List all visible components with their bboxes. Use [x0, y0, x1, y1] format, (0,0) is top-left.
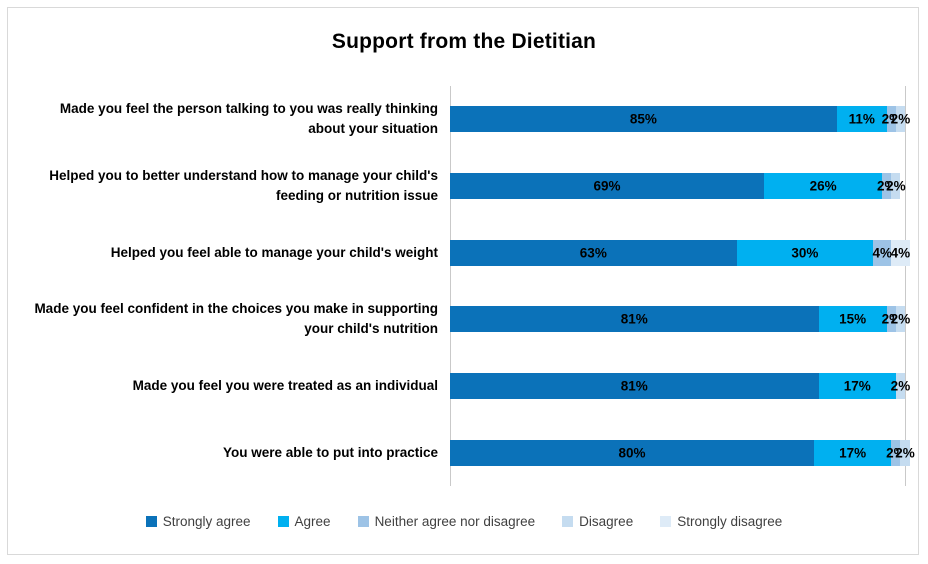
data-label: 2%	[890, 378, 911, 394]
bar-segment-agree: 30%	[736, 239, 874, 266]
category-label: Helped you to better understand how to m…	[49, 167, 438, 203]
plot-area: Made you feel the person talking to you …	[0, 86, 928, 486]
bar-track: 81% 15% 2% 2%	[450, 306, 910, 333]
bar-segment-disagree: 2%	[891, 373, 910, 400]
data-label: 2%	[890, 311, 911, 327]
legend-item: Strongly agree	[145, 513, 251, 529]
chart-row: Made you feel the person talking to you …	[0, 86, 928, 153]
bar-segment-strongly-agree: 85%	[450, 106, 837, 133]
bar-segment-disagree: 2%	[891, 106, 910, 133]
legend-item: Agree	[277, 513, 331, 529]
bar-segment-strongly-disagree: 4%	[890, 239, 911, 266]
bar-segment-strongly-agree: 81%	[450, 306, 819, 333]
category-axis-line	[450, 86, 451, 486]
bar-segment-strongly-agree: 63%	[450, 239, 737, 266]
data-label: 85%	[629, 111, 657, 127]
bar-segment-strongly-agree: 80%	[450, 439, 814, 466]
chart-row: Made you feel you were treated as an ind…	[0, 353, 928, 420]
data-label: 81%	[620, 311, 648, 327]
legend-item: Disagree	[562, 514, 633, 529]
right-boundary-line	[905, 86, 906, 486]
category-label: Made you feel the person talking to you …	[59, 101, 438, 137]
bar-segment-disagree: 2%	[886, 173, 906, 199]
legend-item: Strongly disagree	[660, 514, 782, 529]
legend-label: Strongly agree	[162, 513, 251, 529]
category-label: Helped you feel able to manage your chil…	[110, 244, 438, 260]
data-label: 17%	[843, 378, 871, 394]
legend-swatch-strongly-agree	[145, 515, 157, 527]
data-label: 80%	[618, 445, 646, 461]
category-label: Made you feel confident in the choices y…	[34, 301, 438, 337]
data-label: 30%	[791, 245, 819, 261]
bar-segment-strongly-agree: 81%	[450, 373, 819, 400]
legend-swatch-disagree	[562, 515, 574, 527]
bar-segment-agree: 26%	[763, 173, 883, 199]
bar-segment-disagree: 2%	[891, 306, 910, 333]
bar-segment-agree: 11%	[836, 106, 887, 133]
bar-segment-disagree: 2%	[895, 439, 915, 466]
bar-segment-strongly-agree: 69%	[450, 173, 764, 199]
bar-segment-neither-agree-nor-disagree: 4%	[872, 239, 892, 266]
chart-title: Support from the Dietitian	[331, 30, 597, 53]
data-label: 17%	[839, 445, 867, 461]
legend-swatch-neither-agree-nor-disagree	[357, 515, 369, 527]
legend-label: Agree	[294, 513, 331, 529]
data-label: 63%	[579, 245, 607, 261]
bar-segment-agree: 17%	[814, 439, 892, 466]
bar-track: 63% 30% 4% 4%	[450, 239, 910, 266]
chart-row: Made you feel confident in the choices y…	[0, 286, 928, 353]
data-label: 11%	[848, 111, 875, 127]
chart-row: Helped you to better understand how to m…	[0, 153, 928, 220]
bar-segment-agree: 15%	[818, 306, 887, 333]
chart-row: Helped you feel able to manage your chil…	[0, 219, 928, 286]
data-label: 4%	[872, 245, 892, 261]
bar-track: 69% 26% 2% 2%	[450, 173, 906, 199]
data-label: 2%	[890, 111, 911, 127]
legend: Strongly agree Agree Neither agree nor d…	[0, 506, 928, 536]
data-label: 15%	[839, 311, 867, 327]
category-label: Made you feel you were treated as an ind…	[132, 377, 438, 393]
legend-label: Strongly disagree	[677, 513, 783, 529]
legend-swatch-agree	[277, 515, 289, 527]
legend-label: Disagree	[579, 513, 634, 529]
bar-track: 80% 17% 2% 2%	[450, 439, 915, 466]
category-label: You were able to put into practice	[222, 444, 438, 460]
chart-row: You were able to put into practice 80% 1…	[0, 419, 928, 486]
bar-track: 81% 17% 2%	[450, 373, 910, 400]
data-label: 81%	[620, 378, 648, 394]
legend-swatch-strongly-disagree	[660, 515, 672, 527]
bar-segment-agree: 17%	[818, 373, 896, 400]
data-label: 26%	[809, 178, 837, 194]
data-label: 4%	[890, 245, 911, 261]
bar-track: 85% 11% 2% 2%	[450, 106, 910, 133]
data-label: 2%	[886, 178, 906, 194]
legend-label: Neither agree nor disagree	[374, 513, 536, 529]
data-label: 69%	[593, 178, 621, 194]
data-label: 2%	[895, 445, 915, 461]
legend-item: Neither agree nor disagree	[357, 513, 536, 529]
